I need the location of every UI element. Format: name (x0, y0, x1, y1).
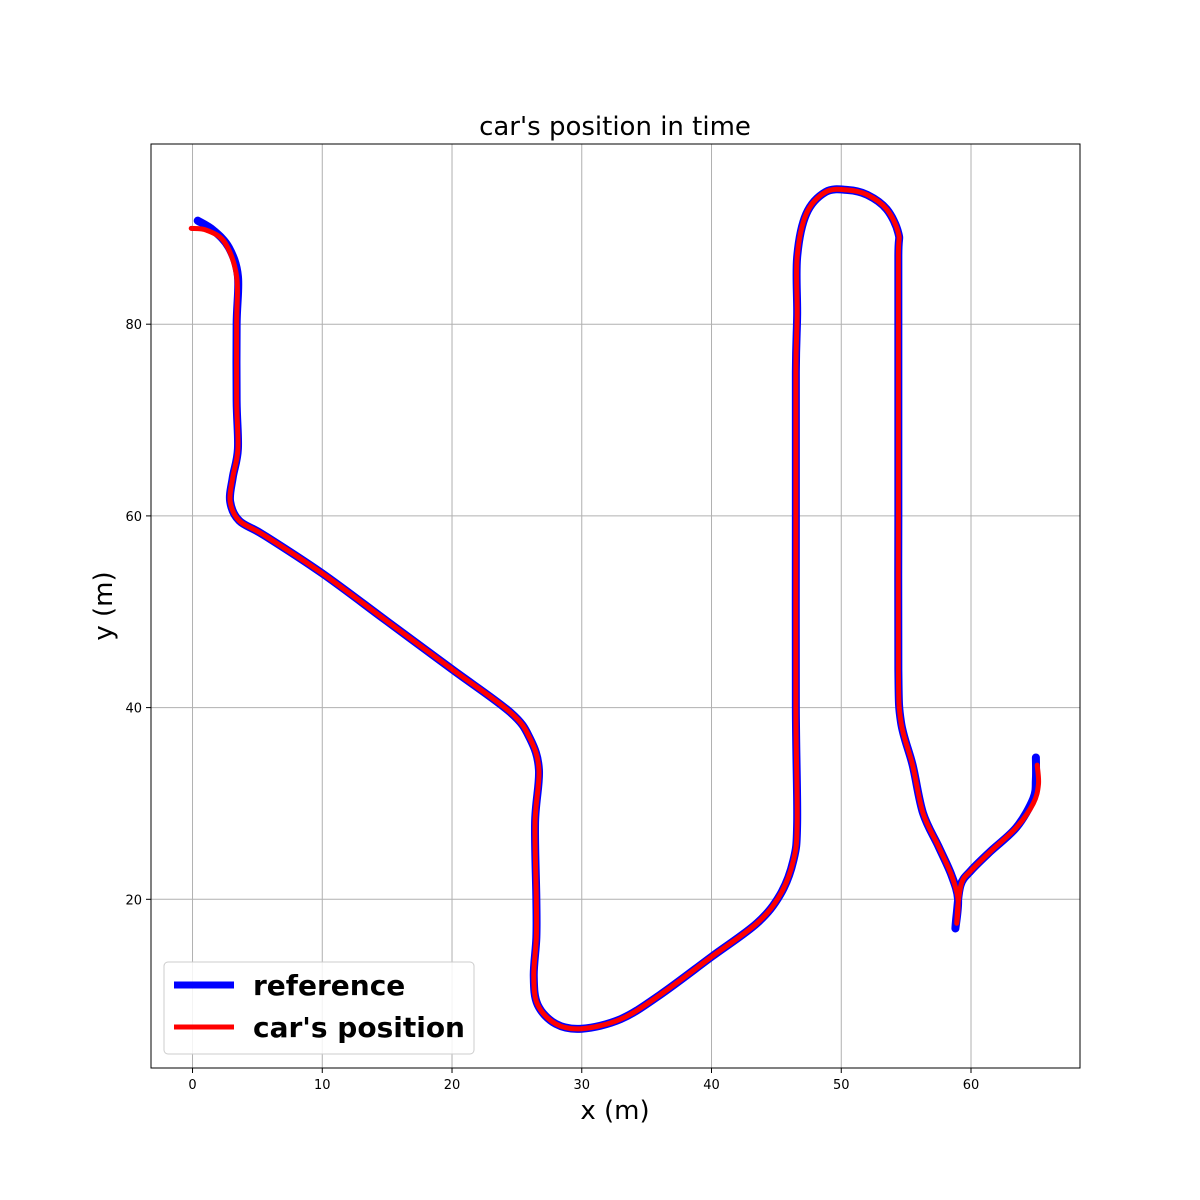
y-tick-label: 20 (125, 893, 142, 908)
series-cars-position-line (188, 186, 1042, 1032)
x-tick-label: 40 (703, 1078, 720, 1093)
legend-label-cars-position: car's position (253, 1011, 465, 1044)
series-reference-line (193, 185, 1041, 1033)
y-axis-label: y (m) (89, 571, 119, 640)
grid (151, 144, 1080, 1068)
x-axis-label: x (m) (580, 1096, 649, 1126)
y-tick-label: 80 (125, 318, 142, 333)
plot-series (188, 185, 1042, 1033)
x-tick-label: 10 (314, 1078, 331, 1093)
x-tick-label: 50 (833, 1078, 850, 1093)
axis-ticks: 0 10 20 30 40 50 60 20 40 60 80 (125, 318, 979, 1093)
legend-label-reference: reference (253, 969, 405, 1002)
y-tick-label: 40 (125, 702, 142, 717)
legend-box (163, 961, 475, 1055)
x-tick-label: 0 (188, 1078, 196, 1093)
y-tick-label: 60 (125, 510, 142, 525)
x-tick-label: 30 (573, 1078, 590, 1093)
plot-frame (150, 143, 1081, 1069)
x-tick-label: 60 (963, 1078, 980, 1093)
legend: reference car's position (163, 961, 475, 1055)
x-tick-label: 20 (444, 1078, 461, 1093)
chart-title: car's position in time (479, 112, 751, 142)
